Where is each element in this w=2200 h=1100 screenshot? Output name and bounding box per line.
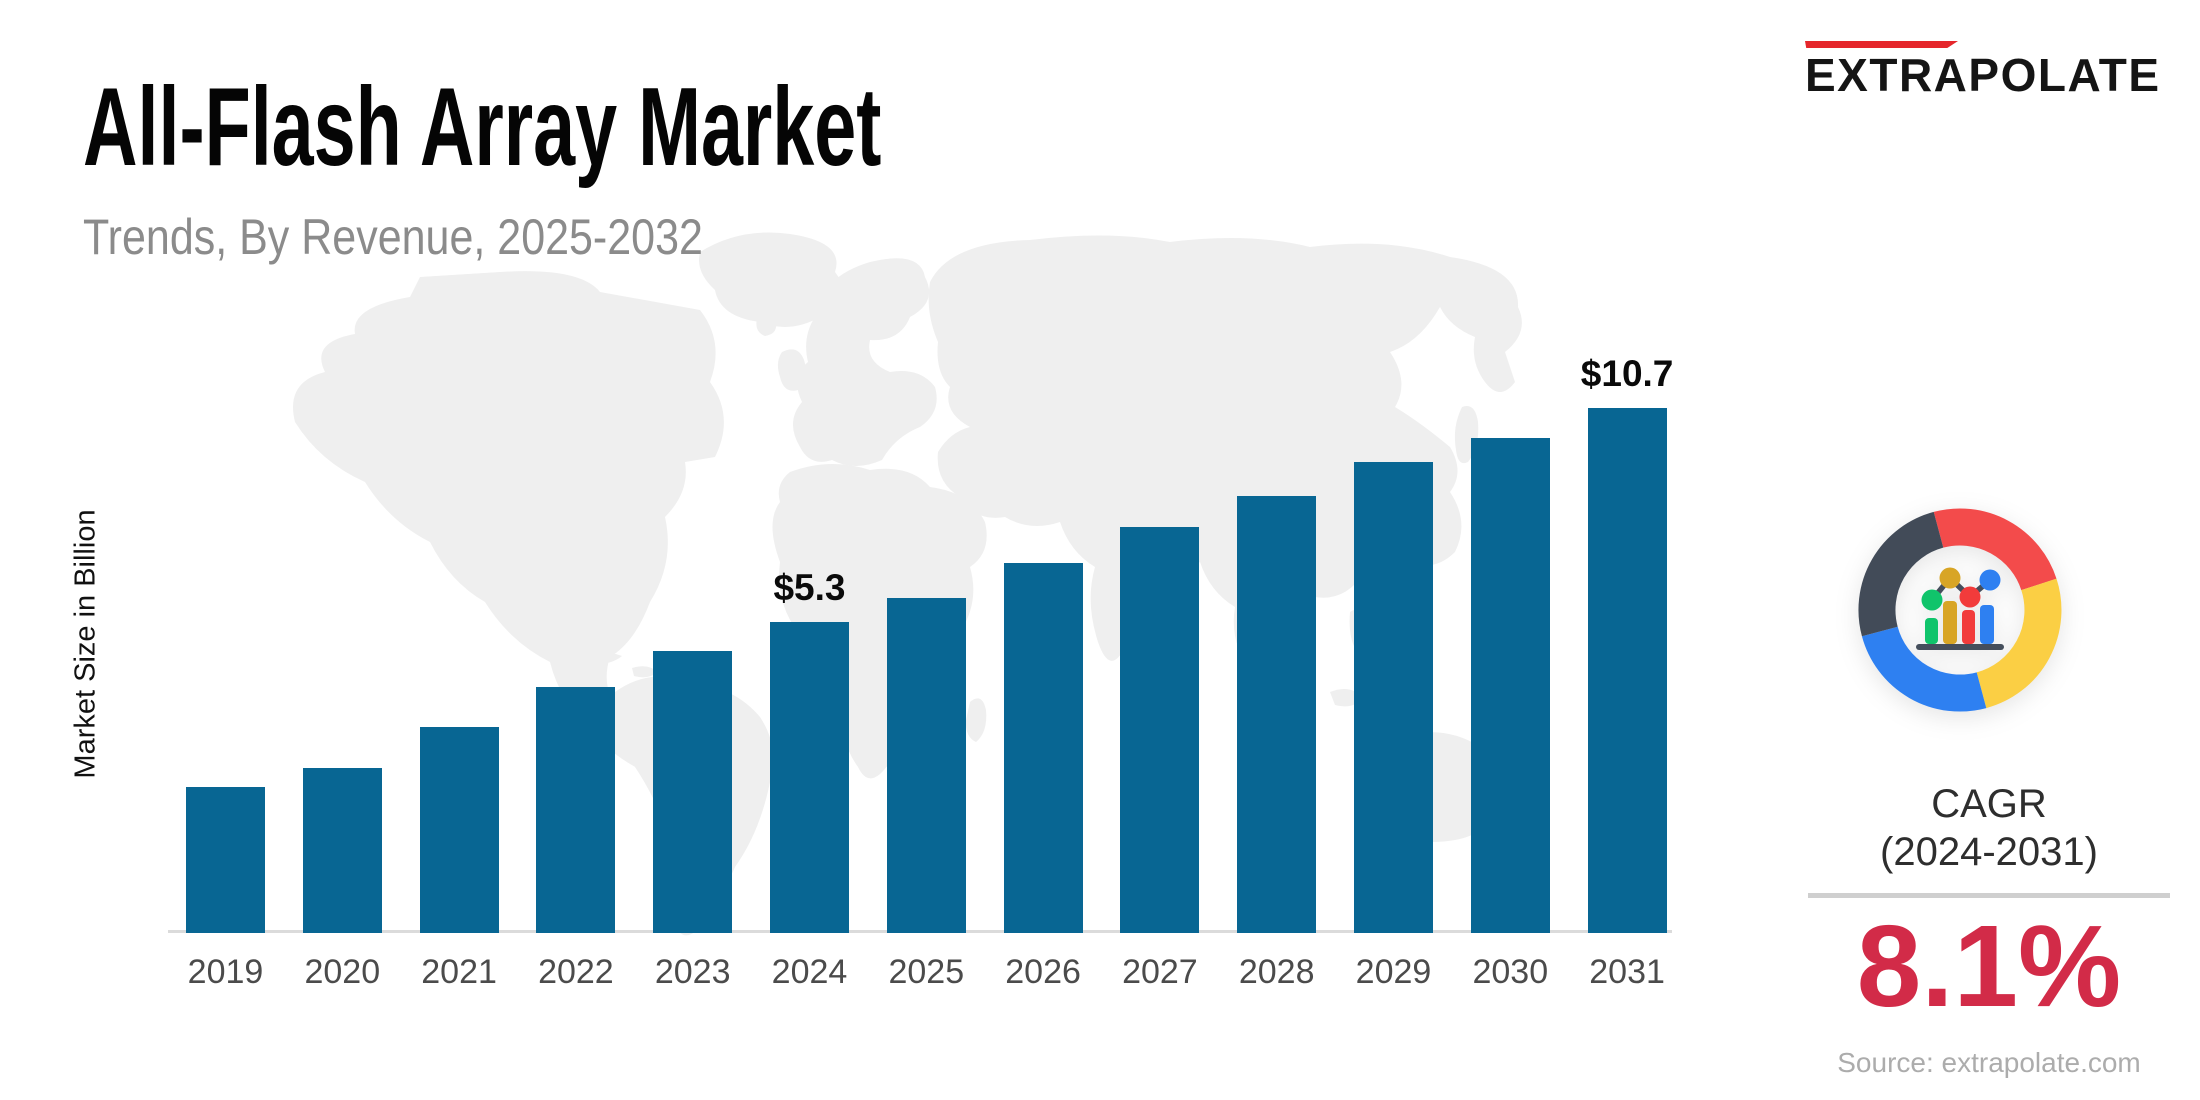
bar-2022 <box>536 687 616 933</box>
x-tick-2021: 2021 <box>421 953 497 991</box>
bar-2025 <box>886 598 966 933</box>
donut-segment-slate <box>1858 511 1944 637</box>
bar-2021 <box>419 727 499 933</box>
bar-2024 <box>770 622 849 933</box>
cagr-value: 8.1% <box>1856 901 2122 1031</box>
bar-value-label-2031: $10.7 <box>1580 353 1674 394</box>
source-text: Source: extrapolate.com <box>1837 1047 2141 1078</box>
x-tick-2026: 2026 <box>1005 953 1081 991</box>
donut-segment-red <box>1933 508 2057 591</box>
bar-2020 <box>302 768 382 933</box>
x-tick-2027: 2027 <box>1122 953 1198 991</box>
bar-2027 <box>1120 527 1200 933</box>
x-tick-2025: 2025 <box>888 953 965 991</box>
bar-2028 <box>1237 496 1317 933</box>
bar-2023 <box>653 651 733 933</box>
x-tick-2022: 2022 <box>538 953 614 991</box>
cagr-period: (2024-2031) <box>1880 830 2098 874</box>
bar-2029 <box>1354 462 1433 933</box>
x-tick-2019: 2019 <box>187 953 264 991</box>
x-tick-2030: 2030 <box>1472 953 1549 991</box>
cagr-label: CAGR <box>1931 782 2047 826</box>
logo-accent-bar <box>1805 41 1958 48</box>
page-subtitle: Trends, By Revenue, 2025-2032 <box>83 209 703 265</box>
bar-2019 <box>186 787 265 933</box>
logo-text: EXTRAPOLATE <box>1805 49 2161 101</box>
bar-2026 <box>1003 563 1083 933</box>
donut-analytics-icon <box>1858 508 2062 712</box>
bar-value-label-2024: $5.3 <box>773 567 846 608</box>
donut-segment-yellow <box>1976 578 2062 709</box>
page-title: All-Flash Array Market <box>83 65 882 189</box>
donut-ring <box>1858 508 2062 712</box>
x-tick-2028: 2028 <box>1238 953 1315 991</box>
y-axis-label: Market Size in Billion <box>69 509 102 779</box>
bar-2030 <box>1470 438 1550 933</box>
cagr-divider <box>1808 893 2170 898</box>
x-tick-2029: 2029 <box>1355 953 1432 991</box>
x-tick-2031: 2031 <box>1589 953 1665 991</box>
x-tick-2024: 2024 <box>771 953 848 991</box>
x-tick-2020: 2020 <box>304 953 381 991</box>
donut-segment-blue <box>1861 626 1987 712</box>
brand-logo: EXTRAPOLATE <box>1805 41 2165 98</box>
bar-2031 <box>1587 408 1667 933</box>
x-tick-2023: 2023 <box>654 953 731 991</box>
mini-bar-chart-icon <box>1916 567 2004 650</box>
cagr-block: CAGR (2024-2031) <box>1788 780 2190 876</box>
